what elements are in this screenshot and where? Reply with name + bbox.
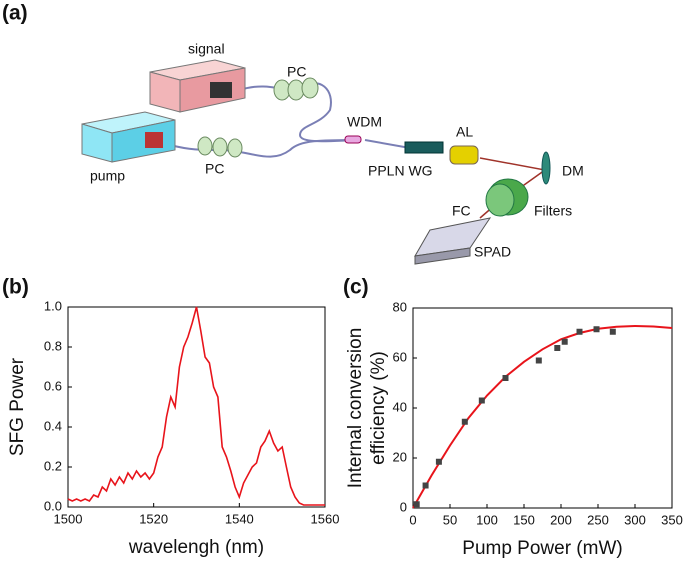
setup-diagram: (a) signal PC pump PC WDM AL PPLN WG DM …: [2, 2, 584, 265]
data-point: [422, 482, 429, 489]
x-tick-label: 1540: [225, 511, 254, 526]
panel-label: (b): [2, 276, 29, 299]
y-tick-label: 20: [393, 449, 407, 464]
pump-panel: [145, 132, 163, 148]
data-point: [561, 338, 568, 345]
label: DM: [562, 163, 584, 179]
x-tick-label: 150: [513, 512, 535, 527]
y-tick-label: 60: [393, 349, 407, 364]
panel-label: (a): [2, 2, 28, 25]
y-tick-label: 1.0: [44, 298, 62, 313]
fit-line: [412, 324, 673, 509]
label: PC: [205, 161, 224, 177]
y-tick-label: 0.6: [44, 378, 62, 393]
x-tick-label: 350: [661, 512, 683, 527]
fiber: [169, 139, 361, 158]
x-tick-label: 50: [443, 512, 457, 527]
spad: [414, 247, 471, 265]
signal-panel: [210, 82, 232, 98]
spectrum-line: [67, 306, 325, 506]
plot-frame: [412, 307, 673, 509]
label: signal: [188, 41, 225, 57]
y-tick-label: 0.0: [44, 498, 62, 513]
y-tick-label: 0.8: [44, 338, 62, 353]
label: AL: [456, 124, 473, 140]
label: PC: [287, 64, 306, 80]
y-tick-label: 0.2: [44, 458, 62, 473]
data-point: [576, 328, 583, 335]
y-tick-label: 0: [400, 499, 407, 514]
y-axis-label: SFG Power: [7, 357, 28, 456]
data-point: [609, 328, 616, 335]
plot-frame: [67, 306, 326, 508]
label: SPAD: [474, 244, 511, 260]
ppln-waveguide: [404, 141, 444, 154]
dichroic-mirror: [541, 151, 551, 185]
data-point: [478, 397, 485, 404]
panel-label: (c): [343, 276, 369, 299]
filters: [485, 183, 515, 217]
polarization-controller: [197, 77, 319, 158]
x-axis-label: Pump Power (mW): [462, 538, 622, 559]
x-tick-label: 1520: [139, 511, 168, 526]
data-point: [554, 345, 561, 351]
y-axis-label: efficiency (%): [368, 351, 389, 465]
x-tick-label: 100: [476, 512, 498, 527]
data-point: [593, 326, 600, 333]
label: PPLN WG: [368, 163, 433, 179]
label: WDM: [347, 114, 382, 130]
y-axis-label: Internal conversion: [345, 328, 366, 489]
x-tick-label: 250: [587, 512, 609, 527]
data-point: [461, 418, 468, 425]
y-tick-label: 40: [393, 399, 407, 414]
data-point: [535, 357, 542, 364]
x-tick-label: 1560: [311, 511, 340, 526]
label: Filters: [534, 203, 572, 219]
data-point: [413, 501, 420, 508]
x-tick-label: 0: [409, 512, 416, 527]
x-tick-label: 1500: [54, 511, 83, 526]
fiber: [364, 139, 411, 149]
label: FC: [452, 203, 471, 219]
data-point: [502, 375, 509, 381]
pump-laser: [111, 119, 176, 163]
y-tick-label: 0.4: [44, 418, 62, 433]
aspheric-lens: [449, 145, 479, 165]
x-axis-label: wavelengh (nm): [128, 537, 264, 558]
label: pump: [90, 168, 125, 184]
data-point: [435, 458, 442, 465]
x-tick-label: 300: [624, 512, 646, 527]
wdm: [344, 135, 362, 144]
y-tick-label: 80: [393, 299, 407, 314]
x-tick-label: 200: [550, 512, 572, 527]
